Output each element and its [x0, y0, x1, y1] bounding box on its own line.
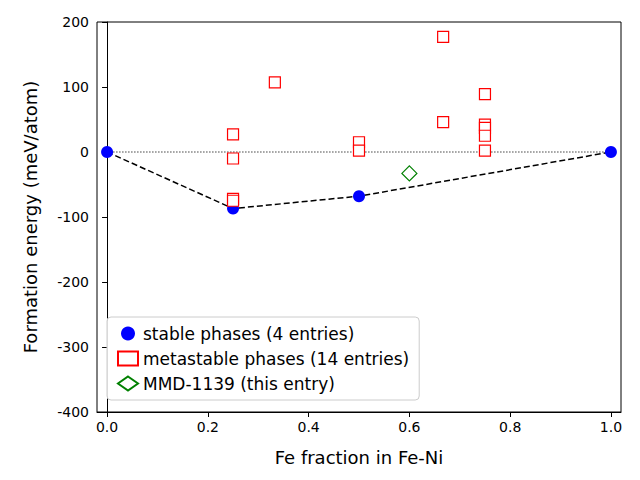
svg-text:-200: -200: [57, 274, 89, 290]
svg-text:stable phases (4 entries): stable phases (4 entries): [143, 324, 354, 344]
svg-text:0.8: 0.8: [499, 419, 521, 435]
svg-text:0.4: 0.4: [297, 419, 319, 435]
svg-text:0.0: 0.0: [96, 419, 118, 435]
svg-text:0.6: 0.6: [398, 419, 420, 435]
svg-text:-400: -400: [57, 404, 89, 420]
svg-text:100: 100: [62, 79, 89, 95]
svg-text:-100: -100: [57, 209, 89, 225]
svg-text:Formation energy (meV/atom): Formation energy (meV/atom): [20, 81, 41, 354]
svg-text:MMD-1139 (this entry): MMD-1139 (this entry): [143, 374, 335, 394]
svg-text:0: 0: [80, 144, 89, 160]
svg-text:metastable phases (14 entries): metastable phases (14 entries): [143, 349, 409, 369]
svg-text:200: 200: [62, 14, 89, 30]
svg-text:0.2: 0.2: [197, 419, 219, 435]
svg-text:-300: -300: [57, 339, 89, 355]
svg-text:1.0: 1.0: [600, 419, 622, 435]
svg-text:Fe fraction in Fe-Ni: Fe fraction in Fe-Ni: [275, 447, 444, 468]
